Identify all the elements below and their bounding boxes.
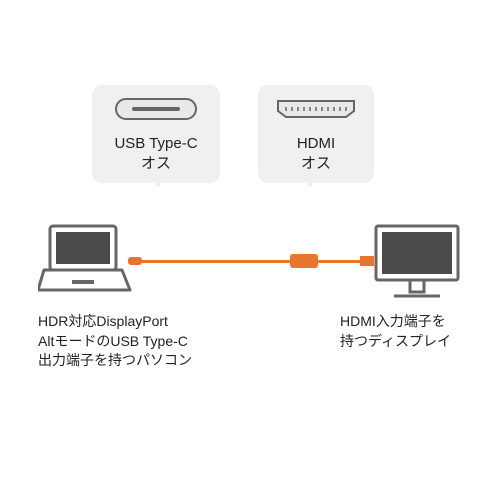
diagram-canvas: USB Type-C オス HDMI オス [0, 0, 500, 500]
usb-c-port-icon [114, 97, 198, 121]
cable-line [140, 260, 368, 263]
desc-source-line1: HDR対応DisplayPort [38, 312, 192, 332]
desc-source-line3: 出力端子を持つパソコン [38, 351, 192, 371]
desc-sink-line2: 持つディスプレイ [340, 332, 451, 352]
hdmi-port-icon [274, 97, 358, 121]
callout-usb-c-sub: オス [106, 154, 206, 174]
laptop-icon [38, 222, 134, 307]
cable-adapter-block [290, 254, 318, 268]
callout-hdmi-title: HDMI [272, 134, 360, 154]
desc-sink-line1: HDMI入力端子を [340, 312, 451, 332]
callout-usb-c: USB Type-C オス [92, 85, 220, 183]
callout-hdmi: HDMI オス [258, 85, 374, 183]
desc-sink: HDMI入力端子を 持つディスプレイ [340, 312, 451, 351]
callout-usb-c-title: USB Type-C [106, 134, 206, 154]
callout-usb-c-tail [148, 172, 168, 188]
callout-hdmi-sub: オス [272, 154, 360, 174]
desc-source-line2: AltモードのUSB Type-C [38, 332, 192, 352]
callout-hdmi-tail [300, 172, 320, 188]
display-icon [372, 220, 462, 309]
desc-source: HDR対応DisplayPort AltモードのUSB Type-C 出力端子を… [38, 312, 192, 371]
